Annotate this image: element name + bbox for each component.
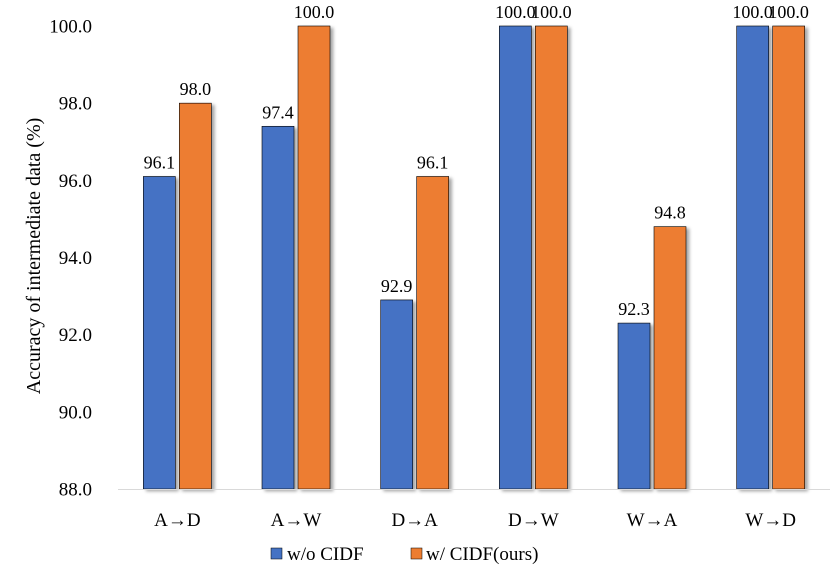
legend: w/o CIDF w/ CIDF(ours) <box>270 544 538 565</box>
bar-wo-cidf <box>261 126 295 490</box>
bar-wo-cidf <box>380 299 413 490</box>
bar-value-label: 100.0 <box>768 2 809 22</box>
legend-swatch <box>410 547 423 560</box>
y-tick-label: 92.0 <box>59 325 92 346</box>
y-tick-label: 100.0 <box>49 17 92 38</box>
bar-value-label: 100.0 <box>294 2 335 22</box>
x-tick-label: D→A <box>391 510 438 531</box>
bar-w-cidf <box>297 25 331 490</box>
x-tick-label: W→D <box>745 510 796 531</box>
bar-wo-cidf <box>736 25 769 490</box>
x-axis-ticks: A→D A→W D→A D→W W→A W→D <box>154 510 796 531</box>
legend-label: w/ CIDF(ours) <box>426 544 538 565</box>
y-axis-title: Accuracy of intermediate data (%) <box>23 118 45 395</box>
bar-value-label: 96.1 <box>417 152 449 172</box>
bar-w-cidf <box>772 25 805 490</box>
x-tick-label: W→A <box>627 510 678 531</box>
y-tick-label: 88.0 <box>59 480 92 501</box>
bar-value-label: 100.0 <box>495 2 536 22</box>
x-tick-label: A→D <box>154 510 200 531</box>
bar-value-label: 97.4 <box>262 102 294 122</box>
y-tick-label: 94.0 <box>59 248 92 269</box>
bar-value-label: 96.1 <box>144 152 176 172</box>
bar-value-label: 98.0 <box>180 79 212 99</box>
bar-value-label: 100.0 <box>732 2 773 22</box>
bar-w-cidf <box>179 102 212 490</box>
bar-value-label: 92.3 <box>618 299 650 319</box>
bar-w-cidf <box>653 226 687 490</box>
y-axis-ticks: 88.0 90.0 92.0 94.0 96.0 98.0 100.0 <box>49 17 92 501</box>
y-tick-label: 98.0 <box>59 94 92 115</box>
bar-wo-cidf <box>499 25 532 490</box>
x-tick-label: A→W <box>271 510 322 531</box>
bar-w-cidf <box>535 25 568 490</box>
x-tick-label: D→W <box>508 510 559 531</box>
bar-value-label: 94.8 <box>654 203 686 223</box>
y-tick-label: 96.0 <box>59 171 92 192</box>
bar-wo-cidf <box>143 176 176 490</box>
bar-wo-cidf <box>617 322 651 490</box>
bar-value-label: 92.9 <box>381 276 413 296</box>
legend-label: w/o CIDF <box>287 544 364 565</box>
bars: 96.198.097.4100.092.996.1100.0100.092.39… <box>143 2 809 490</box>
legend-swatch <box>270 547 283 560</box>
bar-value-label: 100.0 <box>531 2 572 22</box>
bar-w-cidf <box>416 176 449 490</box>
y-tick-label: 90.0 <box>59 402 92 423</box>
